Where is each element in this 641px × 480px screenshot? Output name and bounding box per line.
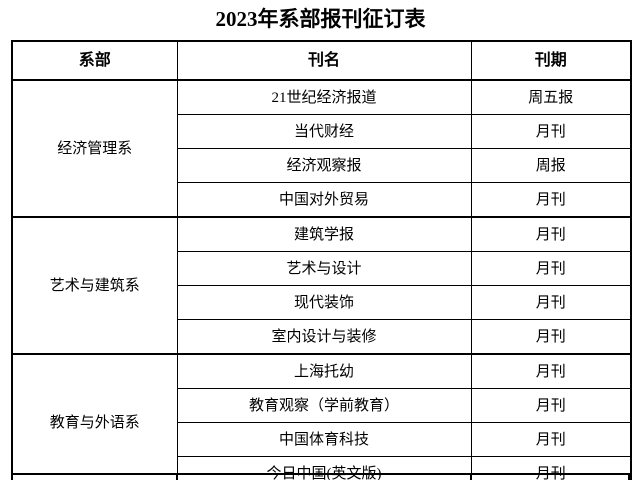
header-row: 系部 刊名 刊期: [11, 40, 632, 81]
table-header: 系部 刊名 刊期: [11, 40, 632, 81]
frequency-cell: 月刊: [470, 422, 632, 457]
table-row: 中国体育科技 月刊: [12, 422, 632, 457]
frequency-cell: 月刊: [470, 114, 632, 149]
subscription-table: 系部 刊名 刊期 经济管理系 21世纪经济报道 周五报 当代财经 月刊 经济观察报 周报 中国…: [11, 40, 632, 480]
table-row: 经济观察报 周报: [12, 148, 632, 183]
publication-cell: 现代装饰: [176, 285, 472, 320]
frequency-cell: 月刊: [470, 388, 632, 423]
publication-cell: 上海托幼: [176, 353, 472, 389]
publication-cell: 当代财经: [176, 114, 472, 149]
publication-cell: 21世纪经济报道: [176, 79, 472, 115]
column-header-department: 系部: [11, 40, 178, 81]
table-body: 经济管理系 21世纪经济报道 周五报 当代财经 月刊 经济观察报 周报 中国对外贸易 月刊 艺术与…: [11, 79, 632, 480]
table-row-partial-cutoff: [11, 473, 630, 480]
column-header-publication: 刊名: [176, 40, 472, 81]
publication-cell: 室内设计与装修: [176, 319, 472, 355]
frequency-cell: 月刊: [470, 285, 632, 320]
department-cell: 教育与外语系: [11, 353, 178, 480]
table-row: 教育观察（学前教育） 月刊: [12, 388, 632, 423]
publication-cell: 经济观察报: [176, 148, 472, 183]
publication-cell: 艺术与设计: [176, 251, 472, 286]
table-row: 艺术与设计 月刊: [12, 251, 632, 286]
publication-cell: 教育观察（学前教育）: [176, 388, 472, 423]
column-header-frequency: 刊期: [470, 40, 632, 81]
column-divider-2: [470, 475, 471, 480]
publication-cell: 中国对外贸易: [176, 182, 472, 218]
frequency-cell: 周报: [470, 148, 632, 183]
frequency-cell: 月刊: [470, 319, 632, 355]
page-title: 2023年系部报刊征订表: [215, 7, 426, 31]
table-row: 中国对外贸易 月刊: [12, 182, 632, 218]
frequency-cell: 月刊: [470, 182, 632, 218]
frequency-cell: 周五报: [470, 79, 632, 115]
frequency-cell: 月刊: [470, 251, 632, 286]
table-row: 现代装饰 月刊: [12, 285, 632, 320]
table-row: 当代财经 月刊: [12, 114, 632, 149]
table-row: 艺术与建筑系 建筑学报 月刊: [11, 216, 632, 355]
table-row: 室内设计与装修 月刊: [12, 319, 632, 355]
department-cell: 艺术与建筑系: [11, 216, 178, 355]
publication-cell: 建筑学报: [176, 216, 472, 252]
subscription-table-container: 系部 刊名 刊期 经济管理系 21世纪经济报道 周五报 当代财经 月刊 经济观察报 周报 中国…: [11, 40, 632, 480]
publication-cell: 中国体育科技: [176, 422, 472, 457]
department-cell: 经济管理系: [11, 79, 178, 218]
frequency-cell: 月刊: [470, 216, 632, 252]
column-divider-1: [176, 475, 177, 480]
frequency-cell: 月刊: [470, 353, 632, 389]
table-row: 经济管理系 21世纪经济报道 周五报: [11, 79, 632, 218]
table-row: 教育与外语系 上海托幼 月刊: [11, 353, 632, 480]
